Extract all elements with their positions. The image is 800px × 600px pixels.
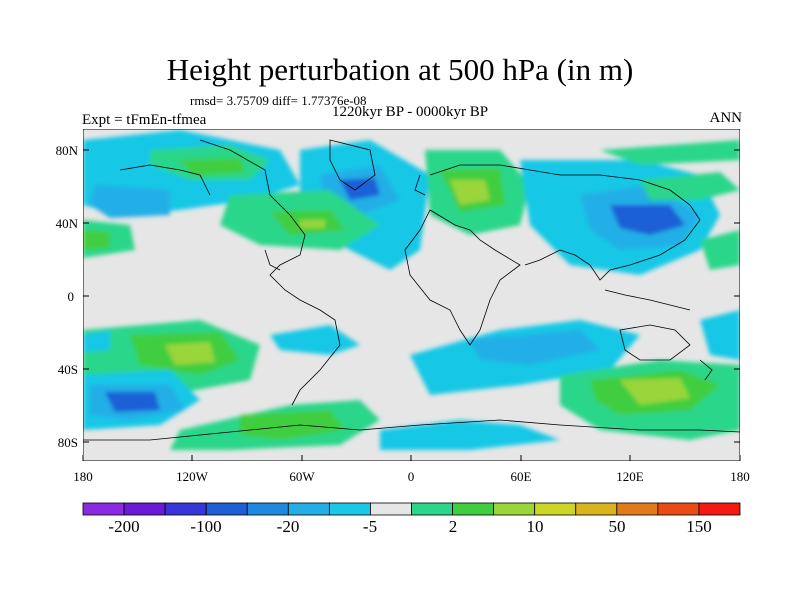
colorbar-box xyxy=(575,502,618,516)
colorbar-box xyxy=(698,502,741,516)
x-tick-label: 0 xyxy=(408,469,415,484)
colorbar-label: -200 xyxy=(108,517,139,536)
colorbar-box xyxy=(411,502,453,516)
colorbar-label: -100 xyxy=(190,517,221,536)
colorbar-box xyxy=(328,502,371,516)
colorbar-labels: -200 -100 -20 -5 2 10 50 150 xyxy=(108,517,711,536)
colorbar-box xyxy=(534,502,577,516)
colorbar-box xyxy=(616,502,659,516)
colorbar-box xyxy=(493,502,536,516)
colorbar-label: 50 xyxy=(609,517,626,536)
y-tick-label: 40S xyxy=(58,362,78,377)
colorbar-label: 2 xyxy=(449,517,458,536)
season-label: ANN xyxy=(709,110,743,126)
plot-title: Height perturbation at 500 hPa (in m) xyxy=(166,52,634,87)
x-tick-label: 60W xyxy=(289,469,315,484)
colorbar-label: 150 xyxy=(686,517,712,536)
colorbar-box xyxy=(164,502,207,516)
y-tick-label: 40N xyxy=(56,216,79,231)
colorbar-box xyxy=(287,502,330,516)
colorbar-box xyxy=(82,502,125,516)
period-label: 1220kyr BP - 0000kyr BP xyxy=(331,104,489,120)
y-tick-label: 80N xyxy=(56,143,79,158)
experiment-label: Expt = tFmEn-tfmea xyxy=(82,112,207,128)
colorbar-label: -20 xyxy=(277,517,300,536)
colorbar-label: -5 xyxy=(363,517,377,536)
colorbar-label: 10 xyxy=(527,517,544,536)
map-panel xyxy=(83,129,740,461)
colorbar-box xyxy=(123,502,166,516)
y-tick-labels: 80N 40N 0 40S 80S xyxy=(56,143,79,450)
colorbar-box xyxy=(246,502,289,516)
x-tick-label: 60E xyxy=(511,469,532,484)
x-tick-label: 120W xyxy=(176,469,209,484)
x-tick-labels: 180 120W 60W 0 60E 120E 180 xyxy=(73,469,750,484)
stats-line: rmsd= 3.75709 diff= 1.77376e-08 xyxy=(190,93,367,108)
y-tick-label: 0 xyxy=(68,289,75,304)
x-tick-label: 180 xyxy=(73,469,93,484)
colorbar xyxy=(82,502,741,516)
x-tick-label: 180 xyxy=(730,469,750,484)
x-tick-label: 120E xyxy=(616,469,644,484)
colorbar-box xyxy=(452,502,495,516)
coastlines xyxy=(83,139,740,441)
axis-ticks xyxy=(82,149,741,461)
y-tick-label: 80S xyxy=(58,435,78,450)
colorbar-box xyxy=(205,502,248,516)
colorbar-box xyxy=(370,502,412,516)
colorbar-box xyxy=(657,502,700,516)
